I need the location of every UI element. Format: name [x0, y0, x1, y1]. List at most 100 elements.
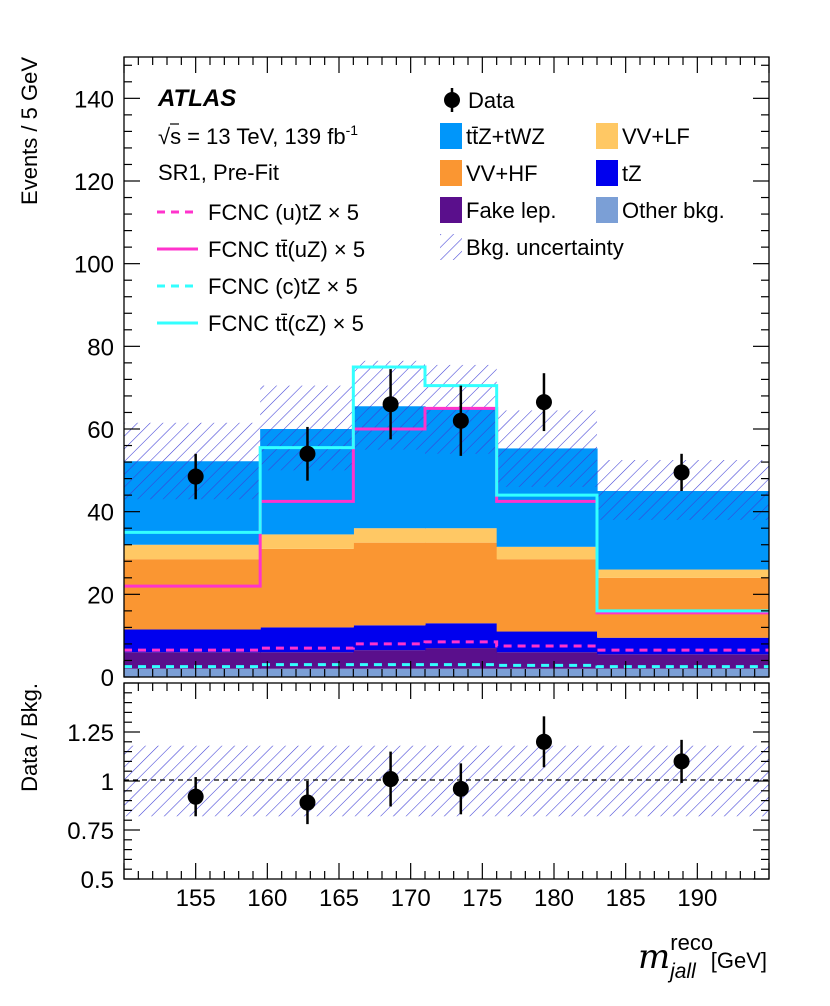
- bar-other-bkg-bin-5: [496, 668, 598, 677]
- bar-vv-hf-bin-6: [597, 577, 769, 638]
- legend-label-tt-z-twz: tt̄Z+tWZ: [466, 124, 545, 149]
- x-tick-label: 170: [391, 885, 431, 912]
- legend-label-vv-lf: VV+LF: [622, 124, 690, 149]
- legend-swatch-bkg-uncertainty: [440, 234, 462, 260]
- ratio-uncertainty-band: [124, 745, 769, 817]
- y-tick-label: 40: [87, 500, 114, 527]
- ratio-point-5: [535, 733, 552, 750]
- x-tick-labels: 155 160 165 170 175 180 185 190: [176, 885, 718, 912]
- bar-other-bkg-bin-3: [353, 668, 426, 677]
- data-point-6: [673, 464, 690, 481]
- bar-tz-bin-6: [597, 637, 769, 655]
- bar-vv-lf-bin-3: [353, 528, 426, 543]
- bar-vv-lf-bin-2: [260, 534, 354, 549]
- data-point-3: [382, 396, 399, 413]
- legend-label-bkg-uncertainty: Bkg. uncertainty: [466, 235, 624, 260]
- bar-other-bkg-bin-2: [260, 668, 354, 677]
- x-tick-label: 175: [462, 885, 502, 912]
- uncertainty-hatch-bin-1: [124, 422, 261, 500]
- region-label: SR1, Pre-Fit: [158, 160, 279, 185]
- legend-label-other-bkg: Other bkg.: [622, 198, 725, 223]
- bar-vv-hf-bin-5: [496, 559, 598, 632]
- bar-tz-bin-1: [124, 629, 261, 653]
- ratio-plot-axes: 0.5 0.75 1 1.25: [67, 682, 770, 894]
- data-point-1: [187, 468, 204, 485]
- legend-swatch-vv-hf: [440, 160, 462, 186]
- bar-vv-hf-bin-3: [353, 542, 426, 626]
- bar-tz-bin-3: [353, 625, 426, 651]
- x-axis-title: mreco jall [GeV]: [638, 930, 767, 983]
- bar-tz-bin-4: [425, 623, 498, 649]
- data-point-4: [452, 412, 469, 429]
- ratio-y-tick-label: 0.75: [67, 818, 114, 845]
- legend-label-fcnc-tt-uz-5: FCNC tt̄(uZ) × 5: [208, 237, 365, 262]
- atlas-label: ATLAS: [157, 85, 236, 112]
- x-tick-label: 160: [247, 885, 287, 912]
- bar-fake-lep-bin-2: [260, 652, 354, 669]
- main-plot-axes: 0 20 40 60 80 100 120 140: [74, 57, 770, 692]
- y-tick-label: 100: [74, 252, 114, 279]
- bar-fake-lep-bin-1: [124, 652, 261, 669]
- legend-label-fcnc-u-tz-5: FCNC (u)tZ × 5: [208, 200, 359, 225]
- legend-label-fcnc-tt-cz-5: FCNC tt̄(cZ) × 5: [208, 311, 364, 336]
- energy-lumi-label: √s = 13 TeV, 139 fb-1: [158, 122, 358, 149]
- data-point-5: [535, 394, 552, 411]
- y-axis-title: Events / 5 GeV: [17, 57, 42, 205]
- ratio-y-tick-label: 1: [101, 769, 114, 796]
- legend-swatch-vv-lf: [596, 123, 618, 149]
- ratio-y-tick-label: 0.5: [81, 867, 114, 894]
- bar-vv-lf-bin-5: [496, 546, 598, 560]
- legend-data-marker: [444, 92, 460, 108]
- stacked-background-bars: [124, 406, 769, 677]
- bar-other-bkg-bin-4: [425, 668, 498, 677]
- legend-label-fake-lep: Fake lep.: [466, 198, 557, 223]
- ratio-point-4: [452, 780, 469, 797]
- ratio-uncertainty-hatch: [124, 745, 769, 817]
- background-uncertainty-band: [124, 360, 769, 520]
- ratio-point-3: [382, 771, 399, 788]
- legend-label-data: Data: [468, 88, 515, 113]
- bar-vv-hf-bin-1: [124, 559, 261, 630]
- x-tick-label: 165: [319, 885, 359, 912]
- ratio-point-2: [299, 794, 316, 811]
- bar-vv-lf-bin-1: [124, 544, 261, 560]
- legend-swatch-tt-z-twz: [440, 123, 462, 149]
- x-tick-label: 190: [677, 885, 717, 912]
- bar-vv-lf-bin-6: [597, 569, 769, 578]
- legend-label-vv-hf: VV+HF: [466, 161, 538, 186]
- bar-vv-hf-bin-4: [425, 542, 498, 624]
- legend-label-fcnc-c-tz-5: FCNC (c)tZ × 5: [208, 274, 358, 299]
- uncertainty-hatch-bin-5: [496, 410, 597, 487]
- bar-vv-hf-bin-2: [260, 548, 354, 628]
- signal-line-fcnc-c-tz-5: [124, 663, 769, 669]
- ratio-point-6: [673, 753, 690, 770]
- y-tick-label: 20: [87, 582, 114, 609]
- data-point-2: [299, 445, 316, 462]
- ratio-points: [187, 716, 690, 825]
- main-plot-frame: [123, 56, 770, 678]
- bar-vv-lf-bin-4: [425, 528, 498, 543]
- ratio-point-1: [187, 788, 204, 805]
- bar-other-bkg-bin-1: [124, 668, 261, 677]
- signal-line-fcnc-tt-cz-5: [124, 365, 769, 613]
- bar-fake-lep-bin-6: [597, 654, 769, 669]
- legend-swatch-other-bkg: [596, 197, 618, 223]
- y-tick-label: 120: [74, 169, 114, 196]
- legend-swatch-fake-lep: [440, 197, 462, 223]
- data-points: [187, 369, 690, 500]
- x-tick-label: 155: [176, 885, 216, 912]
- legend-swatch-tz: [596, 160, 618, 186]
- y-tick-label: 0: [101, 665, 114, 692]
- bar-tz-bin-5: [496, 631, 598, 653]
- legend: FCNC (u)tZ × 5 FCNC tt̄(uZ) × 5 FCNC (c)tZ…: [157, 88, 725, 336]
- y-tick-label: 60: [87, 417, 114, 444]
- y-tick-label: 80: [87, 334, 114, 361]
- signal-line-fcnc-u-tz-5: [124, 640, 769, 652]
- ratio-y-tick-label: 1.25: [67, 720, 114, 747]
- legend-label-tz: tZ: [622, 161, 642, 186]
- signal-lines: [124, 365, 769, 669]
- ratio-y-axis-title: Data / Bkg.: [17, 683, 42, 792]
- x-tick-label: 185: [606, 885, 646, 912]
- x-tick-label: 180: [534, 885, 574, 912]
